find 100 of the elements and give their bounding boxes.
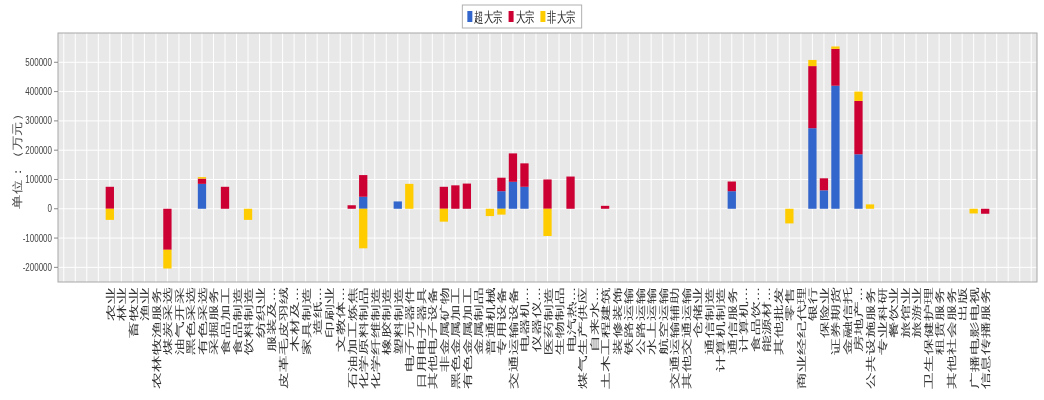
bar: [508, 153, 518, 182]
bar: [520, 163, 529, 187]
x-tick-label: 水上运输: [645, 287, 658, 356]
x-tick-label: 其他交通运输: [680, 287, 692, 390]
bar: [854, 100, 863, 155]
bar: [497, 177, 506, 192]
x-tick-label: 自来水...: [588, 287, 600, 353]
bar: [359, 175, 368, 197]
x-tick-label: 油气开采: [173, 287, 186, 356]
bar: [451, 185, 460, 209]
legend-label: 超大宗: [474, 9, 503, 26]
x-tick-label: 皮革毛皮羽绒: [277, 287, 289, 390]
x-tick-label: 文教体...: [334, 287, 347, 353]
bar: [359, 208, 368, 249]
x-tick-label: 家具制造: [300, 287, 312, 356]
x-tick-label: 公路运输: [634, 287, 646, 356]
bar: [105, 186, 114, 209]
bar: [243, 208, 253, 220]
x-tick-label: 木材及...: [288, 287, 301, 353]
bar: [727, 181, 736, 192]
bar: [600, 205, 610, 209]
y-tick-label: 200000: [25, 144, 52, 157]
x-tick-label: 塑料制造: [392, 287, 404, 356]
bar: [393, 201, 402, 209]
x-tick-label: 食品制造: [231, 287, 243, 356]
bar: [462, 183, 472, 209]
x-tick-label: 电子元器件: [403, 287, 416, 373]
x-tick-label: 仓储业: [691, 287, 704, 339]
x-tick-label: 信息传播服务: [979, 287, 992, 390]
x-tick-label: 土木工程建筑: [599, 287, 612, 390]
x-tick-label: 商业经纪代理: [795, 287, 808, 390]
x-tick-label: 航空运输: [657, 287, 669, 356]
legend-label: 非大宗: [547, 9, 576, 26]
bar: [808, 59, 817, 67]
x-tick-label: 交通运输设备: [507, 287, 520, 390]
bar: [831, 85, 840, 209]
x-tick-label: 非金属矿物: [438, 287, 451, 373]
bar: [819, 178, 829, 191]
bar: [543, 208, 552, 237]
x-tick-label: 化学原料制品: [357, 287, 370, 390]
y-tick-label: 500000: [25, 56, 52, 69]
x-tick-label: 橡胶制造: [380, 287, 393, 356]
bar: [105, 208, 114, 220]
x-tick-label: 出版: [956, 287, 969, 322]
bar: [497, 208, 506, 215]
bar: [808, 128, 817, 209]
x-tick-label: 黑色采选: [185, 287, 197, 356]
bar: [439, 186, 448, 209]
bar: [220, 186, 230, 209]
x-tick-label: 旅游业: [910, 287, 923, 339]
y-tick-label: 300000: [25, 115, 52, 127]
x-tick-label: 黑色金属加工: [449, 287, 462, 390]
y-tick-label: 400000: [25, 86, 52, 98]
x-tick-label: 林业: [115, 287, 128, 323]
x-tick-label: 计算机...: [737, 287, 750, 353]
bar: [831, 48, 840, 86]
x-tick-label: 电器机...: [519, 287, 531, 353]
bar: [347, 205, 356, 209]
x-tick-label: 有色金属加工: [461, 287, 474, 390]
bar: [543, 179, 552, 209]
x-tick-label: 其他社会服务: [945, 287, 957, 390]
x-tick-label: 能源材...: [760, 287, 773, 353]
bar: [831, 46, 840, 49]
bar: [819, 190, 829, 209]
bar: [785, 208, 794, 224]
x-tick-label: 证券期货: [830, 287, 842, 356]
x-tick-label: 计算机制造: [714, 287, 727, 373]
x-tick-label: 有色采选: [196, 287, 209, 356]
bar: [508, 181, 518, 209]
x-tick-label: 餐饮业: [887, 287, 900, 339]
x-tick-label: 纺织业: [254, 287, 266, 339]
x-tick-label: 通信服务: [726, 287, 738, 356]
y-axis-title: 单位：（万元）: [10, 106, 24, 209]
legend-label: 大宗: [515, 9, 535, 26]
bar: [854, 91, 863, 101]
x-tick-label: 化学纤维制造: [369, 287, 381, 390]
bar: [163, 249, 172, 269]
y-tick-label: 100000: [25, 174, 52, 186]
x-tick-label: 仪器仪...: [530, 287, 543, 353]
x-tick-label: 畜牧业: [127, 287, 140, 339]
x-tick-label: 广播电影电视: [968, 287, 980, 390]
x-tick-label: 金融信托: [841, 287, 854, 356]
x-tick-label: 煤气生产供应: [576, 287, 589, 390]
x-tick-label: 食品加工: [219, 287, 232, 356]
bar: [439, 208, 448, 222]
x-tick-label: 其他电子设备: [426, 287, 439, 390]
x-tick-label: 专业科研: [876, 287, 888, 356]
x-tick-label: 日用电子器具: [415, 287, 427, 390]
bar: [163, 208, 172, 250]
bar: [405, 183, 414, 209]
x-tick-label: 饮料制造: [242, 287, 255, 357]
bar: [854, 154, 863, 209]
x-tick-label: 医药制造: [542, 287, 554, 356]
x-tick-label: 普通机械: [484, 287, 497, 356]
x-tick-label: 通信制造: [703, 287, 715, 356]
x-tick-label: 造纸...: [311, 287, 324, 336]
x-tick-label: 食品饮...: [749, 287, 761, 353]
x-tick-label: 房地产...: [853, 287, 865, 353]
x-tick-label: 电汽热...: [565, 287, 577, 353]
bar: [485, 208, 495, 217]
